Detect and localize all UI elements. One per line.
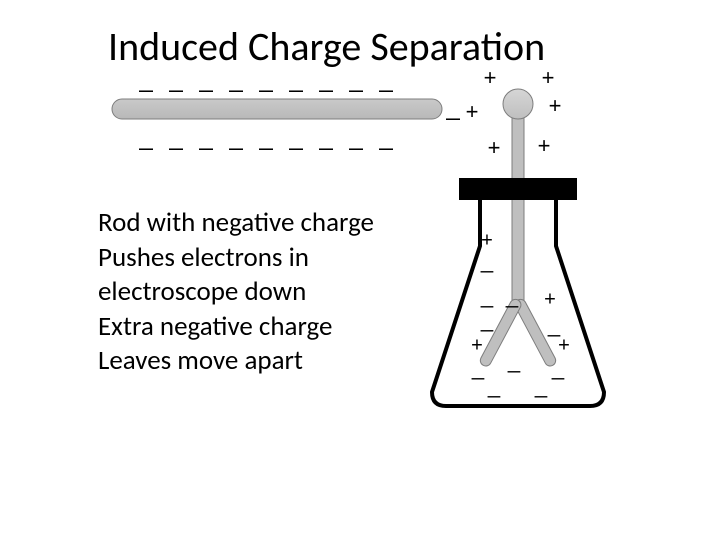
minus-charge-icon: _ [481,307,493,333]
charges-layer: ___________________++++++++++__________ [0,0,720,540]
minus-charge-icon: _ [488,373,500,399]
minus-charge-icon: _ [139,66,152,94]
plus-charge-icon: + [544,289,556,312]
minus-charge-icon: _ [169,66,182,94]
plus-charge-icon: + [466,99,479,125]
minus-charge-icon: _ [169,124,182,152]
plus-charge-icon: + [488,135,501,161]
minus-charge-icon: _ [259,66,272,94]
minus-charge-icon: _ [552,355,564,381]
minus-charge-icon: _ [481,248,493,274]
plus-charge-icon: + [549,93,562,119]
minus-charge-icon: _ [349,124,362,152]
minus-charge-icon: _ [319,124,332,152]
minus-charge-icon: _ [446,94,459,122]
minus-charge-icon: _ [229,124,242,152]
minus-charge-icon: _ [379,66,392,94]
minus-charge-icon: _ [379,124,392,152]
minus-charge-icon: _ [259,124,272,152]
minus-charge-icon: _ [199,66,212,94]
plus-charge-icon: + [542,65,555,91]
plus-charge-icon: + [538,133,551,159]
minus-charge-icon: _ [289,124,302,152]
minus-charge-icon: _ [472,355,484,381]
minus-charge-icon: _ [289,66,302,94]
minus-charge-icon: _ [199,124,212,152]
minus-charge-icon: _ [481,283,493,309]
minus-charge-icon: _ [349,66,362,94]
minus-charge-icon: _ [535,373,547,399]
plus-charge-icon: + [484,65,497,91]
minus-charge-icon: _ [548,312,560,338]
minus-charge-icon: _ [139,124,152,152]
minus-charge-icon: _ [229,66,242,94]
minus-charge-icon: _ [506,283,518,309]
minus-charge-icon: _ [319,66,332,94]
minus-charge-icon: _ [508,348,520,374]
